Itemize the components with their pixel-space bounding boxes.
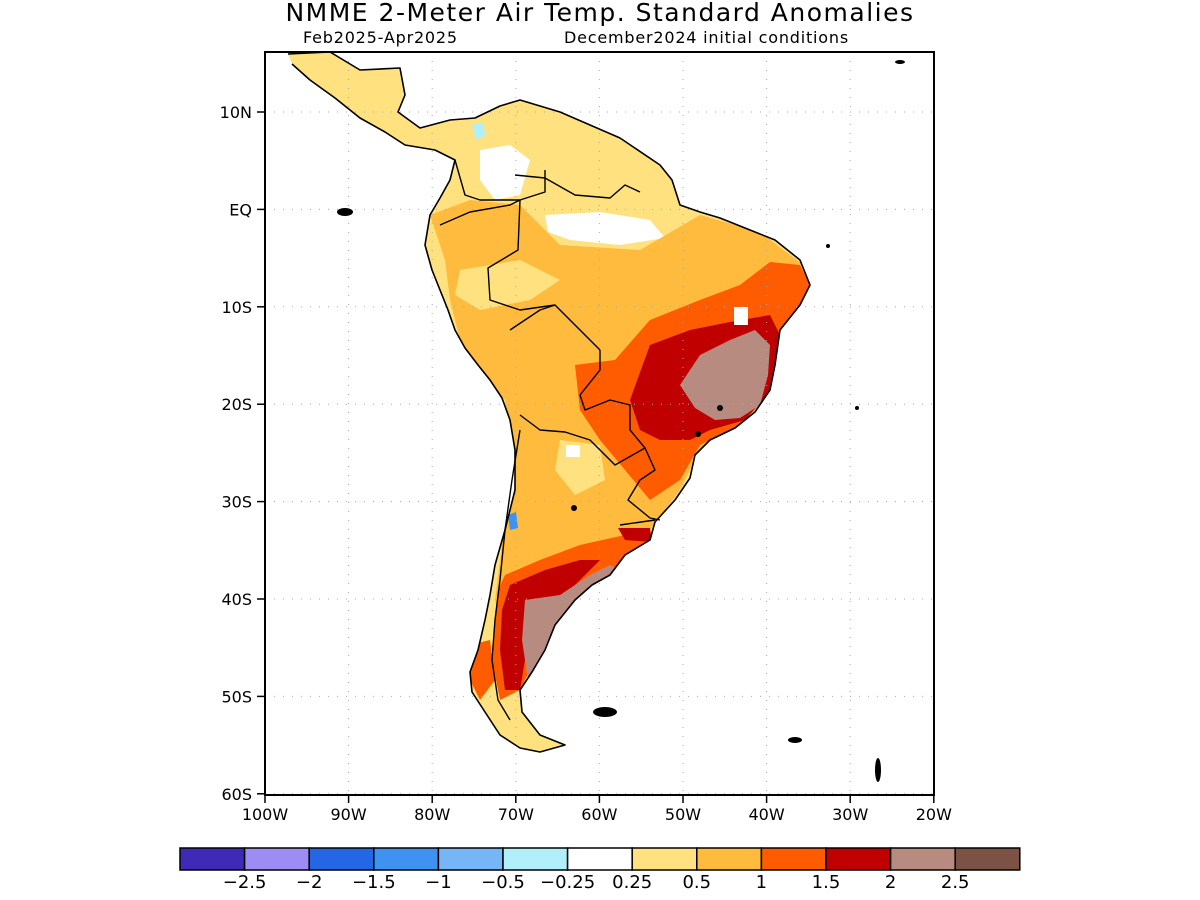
legend-swatch — [179, 847, 246, 871]
legend-label: −0.5 — [481, 872, 525, 893]
x-tick-label: 100W — [242, 805, 289, 824]
legend-swatch — [889, 847, 956, 871]
y-tick-label: 40S — [221, 590, 252, 609]
y-tick-label: 10S — [221, 298, 252, 317]
y-tick-label: 20S — [221, 395, 252, 414]
legend-swatch — [308, 847, 375, 871]
legend-swatch — [696, 847, 763, 871]
legend-label: 0.5 — [682, 872, 712, 893]
legend-label: 2.5 — [940, 872, 970, 893]
legend-swatch — [566, 847, 633, 871]
legend-label: 1 — [755, 872, 768, 893]
legend-swatch — [437, 847, 504, 871]
y-tick-label: EQ — [229, 200, 252, 219]
map-title: NMME 2-Meter Air Temp. Standard Anomalie… — [285, 0, 915, 27]
forecast-period: Feb2025-Apr2025 — [303, 28, 458, 47]
legend-swatch — [631, 847, 698, 871]
coastline-south-america — [287, 52, 811, 753]
axis-ticks: 100W 90W 80W 70W 60W 50W 40W 30W 20W 10N EQ 10S 20S 3… — [220, 103, 952, 824]
legend-label: 0.25 — [612, 872, 653, 893]
y-tick-label: 50S — [221, 687, 252, 706]
legend-swatch — [243, 847, 310, 871]
legend-swatch — [502, 847, 569, 871]
legend-label: −2 — [295, 872, 323, 893]
initial-conditions: December2024 initial conditions — [564, 28, 849, 47]
islands — [337, 60, 905, 782]
legend-swatch — [760, 847, 827, 871]
x-tick-label: 50W — [665, 805, 701, 824]
legend-swatch — [954, 847, 1021, 871]
legend-label: 1.5 — [811, 872, 841, 893]
x-tick-label: 90W — [331, 805, 367, 824]
x-tick-label: 30W — [832, 805, 868, 824]
legend-colorbar — [179, 847, 1021, 871]
legend-swatch — [373, 847, 440, 871]
x-tick-label: 70W — [498, 805, 534, 824]
x-tick-label: 20W — [916, 805, 952, 824]
x-tick-label: 80W — [414, 805, 450, 824]
x-tick-label: 40W — [749, 805, 785, 824]
legend-label: −1 — [425, 872, 452, 893]
x-tick-label: 60W — [581, 805, 617, 824]
legend-label: −1.5 — [351, 872, 396, 893]
legend-label: 2 — [884, 872, 897, 893]
y-tick-label: 60S — [221, 785, 252, 804]
country-borders — [439, 159, 661, 721]
legend-label: −0.25 — [540, 872, 596, 893]
legend-label: −2.5 — [222, 872, 267, 893]
y-tick-label: 30S — [221, 493, 252, 512]
y-tick-label: 10N — [220, 103, 252, 122]
legend-swatch — [825, 847, 892, 871]
